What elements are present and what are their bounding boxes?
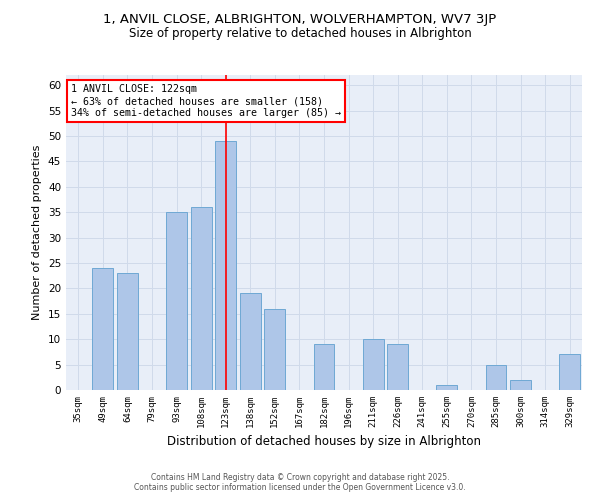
- Text: 1, ANVIL CLOSE, ALBRIGHTON, WOLVERHAMPTON, WV7 3JP: 1, ANVIL CLOSE, ALBRIGHTON, WOLVERHAMPTO…: [103, 12, 497, 26]
- Bar: [240, 294, 261, 390]
- Bar: [92, 268, 113, 390]
- Bar: [166, 212, 187, 390]
- Bar: [265, 308, 286, 390]
- Bar: [215, 141, 236, 390]
- Text: Contains HM Land Registry data © Crown copyright and database right 2025.
Contai: Contains HM Land Registry data © Crown c…: [134, 473, 466, 492]
- Y-axis label: Number of detached properties: Number of detached properties: [32, 145, 43, 320]
- Bar: [559, 354, 580, 390]
- Bar: [191, 207, 212, 390]
- Bar: [510, 380, 531, 390]
- Bar: [485, 364, 506, 390]
- Bar: [117, 273, 138, 390]
- Bar: [436, 385, 457, 390]
- Bar: [314, 344, 334, 390]
- X-axis label: Distribution of detached houses by size in Albrighton: Distribution of detached houses by size …: [167, 436, 481, 448]
- Bar: [362, 339, 383, 390]
- Bar: [387, 344, 408, 390]
- Text: 1 ANVIL CLOSE: 122sqm
← 63% of detached houses are smaller (158)
34% of semi-det: 1 ANVIL CLOSE: 122sqm ← 63% of detached …: [71, 84, 341, 117]
- Text: Size of property relative to detached houses in Albrighton: Size of property relative to detached ho…: [128, 28, 472, 40]
